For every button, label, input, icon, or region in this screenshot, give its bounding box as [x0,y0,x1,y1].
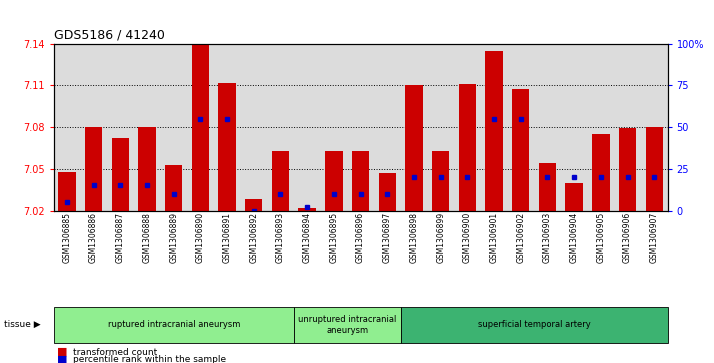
Bar [111,138,129,211]
Bar [565,183,583,211]
Bar [592,134,610,211]
Bar [352,151,369,211]
Bar [139,127,156,211]
Bar [165,165,182,211]
Bar [458,84,476,211]
Text: unruptured intracranial
aneurysm: unruptured intracranial aneurysm [298,315,396,335]
Bar [272,151,289,211]
Bar [406,85,423,211]
Text: tissue ▶: tissue ▶ [4,321,40,329]
Bar [325,151,343,211]
Text: ruptured intracranial aneurysm: ruptured intracranial aneurysm [108,321,240,329]
Bar [245,199,263,211]
Bar [619,129,636,211]
Bar [486,50,503,211]
Text: transformed count: transformed count [73,348,157,356]
Bar [512,90,529,211]
Bar [539,163,556,211]
Text: superficial temporal artery: superficial temporal artery [478,321,590,329]
Bar [378,173,396,211]
Text: percentile rank within the sample: percentile rank within the sample [73,355,226,363]
Bar [298,208,316,211]
Text: ■: ■ [57,354,68,363]
Bar [85,127,102,211]
Text: ■: ■ [57,347,68,357]
Bar [59,172,76,211]
Bar [432,151,449,211]
Text: GDS5186 / 41240: GDS5186 / 41240 [54,29,164,42]
Bar [645,127,663,211]
Bar [191,45,209,211]
Bar [218,82,236,211]
